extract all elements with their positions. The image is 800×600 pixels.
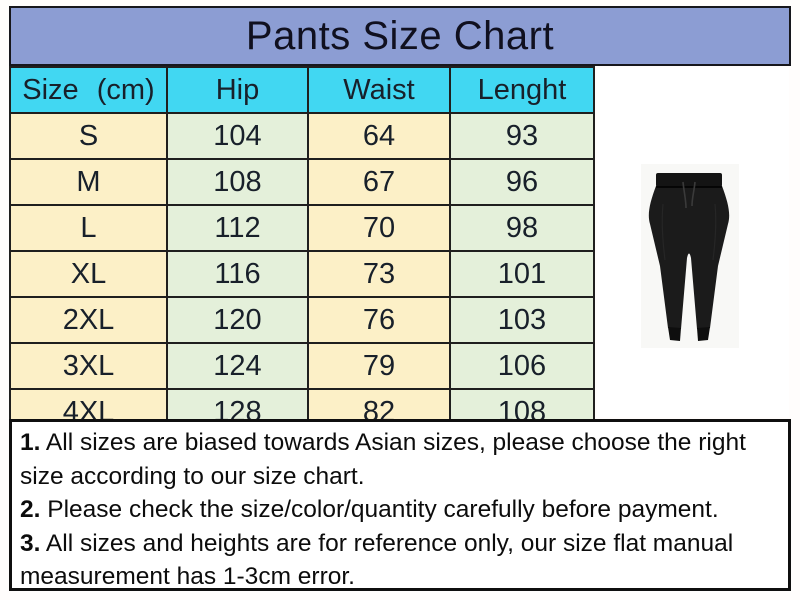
black-jogger-pants-image bbox=[648, 173, 730, 341]
hip-cell: 120 bbox=[166, 296, 309, 344]
table-row: S 104 64 93 bbox=[9, 112, 595, 160]
size-cell: 3XL bbox=[9, 342, 168, 390]
length-cell: 101 bbox=[449, 250, 595, 298]
size-cell: XL bbox=[9, 250, 168, 298]
length-cell: 103 bbox=[449, 296, 595, 344]
note-text: All sizes are biased towards Asian sizes… bbox=[20, 429, 746, 490]
col-header-size: Size (cm) bbox=[9, 66, 168, 114]
notes-box: 1. All sizes are biased towards Asian si… bbox=[9, 419, 791, 591]
table-row: 3XL 124 79 106 bbox=[9, 342, 595, 390]
length-cell: 98 bbox=[449, 204, 595, 252]
note-number: 2. bbox=[20, 496, 41, 523]
length-cell: 106 bbox=[449, 342, 595, 390]
waist-cell: 70 bbox=[307, 204, 451, 252]
note-number: 1. bbox=[20, 429, 41, 456]
waist-cell: 76 bbox=[307, 296, 451, 344]
size-cell: M bbox=[9, 158, 168, 206]
note-number: 3. bbox=[20, 529, 41, 557]
waist-cell: 73 bbox=[307, 250, 451, 298]
page-title: Pants Size Chart bbox=[245, 13, 555, 58]
waist-cell: 67 bbox=[307, 158, 451, 206]
hip-cell: 104 bbox=[166, 112, 309, 160]
product-photo bbox=[641, 164, 739, 348]
waist-cell: 79 bbox=[307, 342, 451, 390]
hip-cell: 108 bbox=[166, 158, 309, 206]
table-row: XL 116 73 101 bbox=[9, 250, 595, 298]
waist-cell: 64 bbox=[307, 112, 451, 160]
hip-cell: 124 bbox=[166, 342, 309, 390]
product-photo-area bbox=[597, 68, 789, 417]
table-row: M 108 67 96 bbox=[9, 158, 595, 206]
title-bar: Pants Size Chart bbox=[9, 6, 791, 66]
table-row: 2XL 120 76 103 bbox=[9, 296, 595, 344]
header-row: Size (cm) Hip Waist Lenght bbox=[9, 66, 595, 114]
note-text: Please check the size/color/quantity car… bbox=[47, 496, 719, 523]
col-header-hip: Hip bbox=[166, 66, 309, 114]
length-cell: 93 bbox=[449, 112, 595, 160]
col-header-length: Lenght bbox=[449, 66, 595, 114]
length-cell: 96 bbox=[449, 158, 595, 206]
col-header-waist: Waist bbox=[307, 66, 451, 114]
size-cell: L bbox=[9, 204, 168, 252]
size-cell: S bbox=[9, 112, 168, 160]
hip-cell: 116 bbox=[166, 250, 309, 298]
note-3: 3. All sizes and heights are for referen… bbox=[20, 527, 778, 594]
hip-cell: 112 bbox=[166, 204, 309, 252]
size-table: Size (cm) Hip Waist Lenght S 104 64 93 M… bbox=[9, 66, 595, 436]
note-text: All sizes and heights are for reference … bbox=[20, 529, 734, 591]
note-2: 2. Please check the size/color/quantity … bbox=[20, 493, 778, 527]
note-1: 1. All sizes are biased towards Asian si… bbox=[20, 426, 778, 493]
table-row: L 112 70 98 bbox=[9, 204, 595, 252]
size-cell: 2XL bbox=[9, 296, 168, 344]
